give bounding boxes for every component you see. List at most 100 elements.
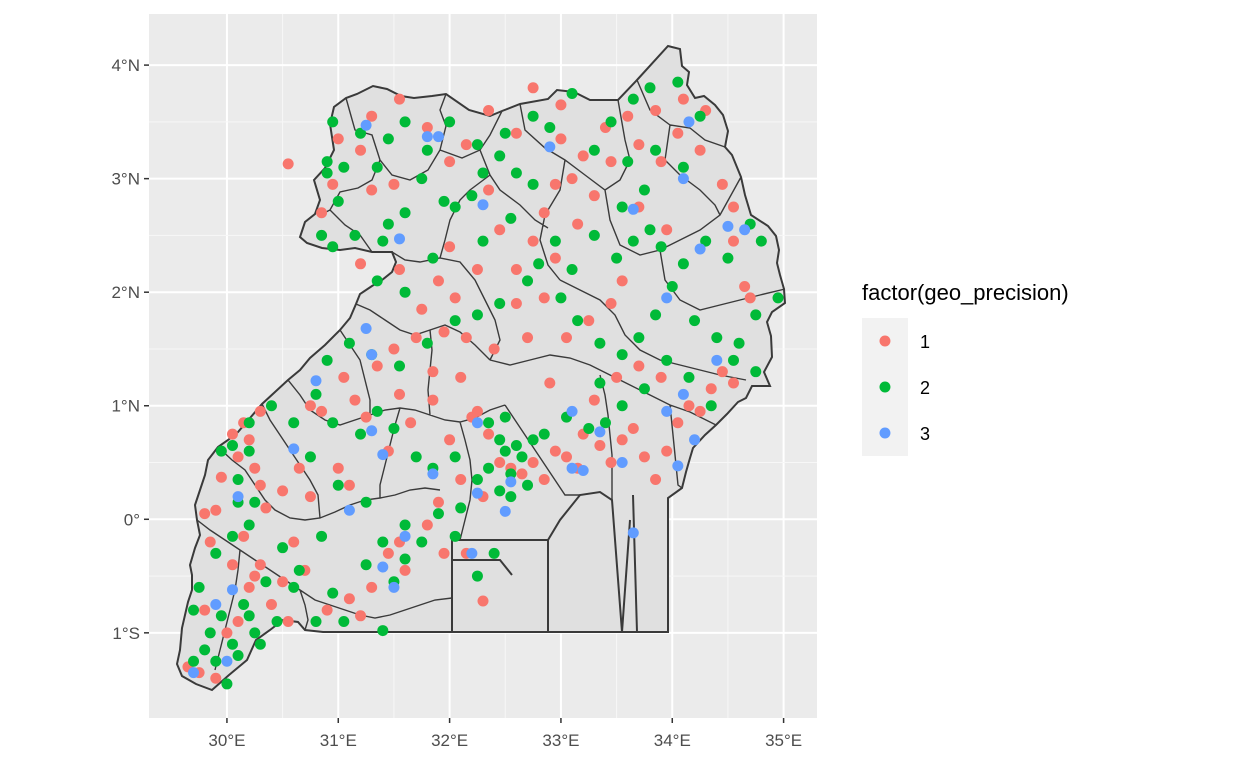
map-point-precision-2 <box>227 638 238 650</box>
map-point-precision-1 <box>605 156 617 168</box>
map-point-precision-2 <box>377 235 389 247</box>
map-point-precision-1 <box>605 298 617 310</box>
legend-label-3: 3 <box>920 424 930 444</box>
map-point-precision-1 <box>410 332 422 344</box>
map-point-precision-3 <box>739 224 751 236</box>
y-tick-label: 0° <box>124 510 140 529</box>
map-point-precision-1 <box>460 332 472 344</box>
map-point-precision-2 <box>327 417 339 429</box>
map-point-precision-1 <box>677 93 689 105</box>
map-point-precision-1 <box>327 178 339 190</box>
map-point-precision-2 <box>410 451 422 463</box>
map-point-precision-1 <box>588 394 600 406</box>
map-point-precision-1 <box>332 133 344 145</box>
map-point-precision-1 <box>577 150 589 162</box>
y-tick-label: 3°N <box>111 170 140 189</box>
map-point-precision-2 <box>427 252 439 264</box>
map-point-precision-1 <box>510 263 522 275</box>
map-point-precision-2 <box>638 184 650 196</box>
map-point-precision-3 <box>661 405 673 417</box>
map-point-precision-2 <box>388 422 400 434</box>
map-point-precision-3 <box>421 131 433 143</box>
map-point-precision-1 <box>694 144 706 156</box>
legend-key-1 <box>879 335 891 347</box>
map-point-precision-2 <box>499 411 511 423</box>
map-point-precision-2 <box>260 576 272 588</box>
map-point-precision-3 <box>677 173 689 185</box>
legend-label-2: 2 <box>920 378 930 398</box>
map-point-precision-1 <box>210 672 222 684</box>
map-point-precision-3 <box>221 655 233 667</box>
map-point-precision-1 <box>427 394 439 406</box>
map-point-precision-2 <box>238 598 250 610</box>
map-point-precision-2 <box>421 144 433 156</box>
map-point-precision-3 <box>566 405 578 417</box>
map-point-precision-1 <box>672 127 684 139</box>
map-point-precision-2 <box>494 150 506 162</box>
legend-key-2 <box>879 381 891 393</box>
map-point-precision-3 <box>188 667 200 679</box>
map-point-precision-3 <box>210 598 222 610</box>
map-point-precision-2 <box>382 133 394 145</box>
map-point-precision-1 <box>427 366 439 378</box>
map-point-precision-2 <box>566 263 578 275</box>
map-point-precision-2 <box>288 417 300 429</box>
map-point-precision-1 <box>672 417 684 429</box>
map-point-precision-3 <box>394 233 405 245</box>
map-point-precision-2 <box>750 366 762 378</box>
map-point-precision-1 <box>483 428 495 440</box>
map-point-precision-1 <box>215 471 227 483</box>
map-point-precision-2 <box>338 161 350 173</box>
lake-victoria-lines <box>451 490 638 633</box>
legend-label-1: 1 <box>920 332 930 352</box>
map-point-precision-2 <box>594 377 606 389</box>
map-point-precision-3 <box>399 530 411 542</box>
map-point-precision-2 <box>399 116 411 128</box>
map-point-precision-1 <box>488 343 500 355</box>
map-point-precision-3 <box>594 426 606 438</box>
map-point-precision-2 <box>705 400 717 412</box>
map-point-precision-2 <box>522 275 534 287</box>
map-point-precision-2 <box>254 638 266 650</box>
map-point-precision-2 <box>277 542 289 554</box>
map-point-precision-1 <box>611 371 623 383</box>
map-point-precision-1 <box>432 275 444 287</box>
map-point-precision-2 <box>232 474 244 486</box>
map-point-precision-2 <box>210 655 222 667</box>
map-point-precision-2 <box>304 451 316 463</box>
map-point-precision-1 <box>449 292 461 304</box>
map-point-precision-3 <box>711 354 723 366</box>
map-point-precision-2 <box>616 201 628 213</box>
map-point-precision-2 <box>588 144 600 156</box>
map-point-precision-1 <box>199 604 211 616</box>
map-point-precision-2 <box>510 439 522 451</box>
map-point-precision-1 <box>316 405 328 417</box>
map-point-precision-1 <box>232 451 244 463</box>
map-point-precision-1 <box>627 422 639 434</box>
map-point-precision-2 <box>265 400 277 412</box>
map-point-precision-3 <box>627 203 639 215</box>
map-point-precision-2 <box>316 229 328 241</box>
map-point-precision-2 <box>483 462 495 474</box>
map-point-precision-1 <box>510 127 522 139</box>
map-point-precision-1 <box>282 615 294 627</box>
map-point-precision-1 <box>249 462 261 474</box>
map-point-precision-2 <box>227 439 238 451</box>
map-point-precision-2 <box>499 445 511 457</box>
x-tick-label: 35°E <box>765 731 802 750</box>
y-tick-label: 4°N <box>111 56 140 75</box>
map-point-precision-3 <box>366 425 378 437</box>
map-point-precision-2 <box>644 224 656 236</box>
map-point-precision-1 <box>527 457 539 469</box>
map-point-precision-2 <box>516 451 528 463</box>
map-point-precision-2 <box>677 161 689 173</box>
map-point-precision-2 <box>583 422 595 434</box>
map-point-precision-1 <box>355 258 367 270</box>
map-point-precision-1 <box>282 158 294 170</box>
x-tick-label: 30°E <box>208 731 245 750</box>
map-point-precision-2 <box>611 252 623 264</box>
map-point-precision-1 <box>549 252 561 264</box>
map-point-precision-2 <box>355 127 367 139</box>
map-point-precision-3 <box>466 547 478 559</box>
map-point-precision-1 <box>366 184 378 196</box>
